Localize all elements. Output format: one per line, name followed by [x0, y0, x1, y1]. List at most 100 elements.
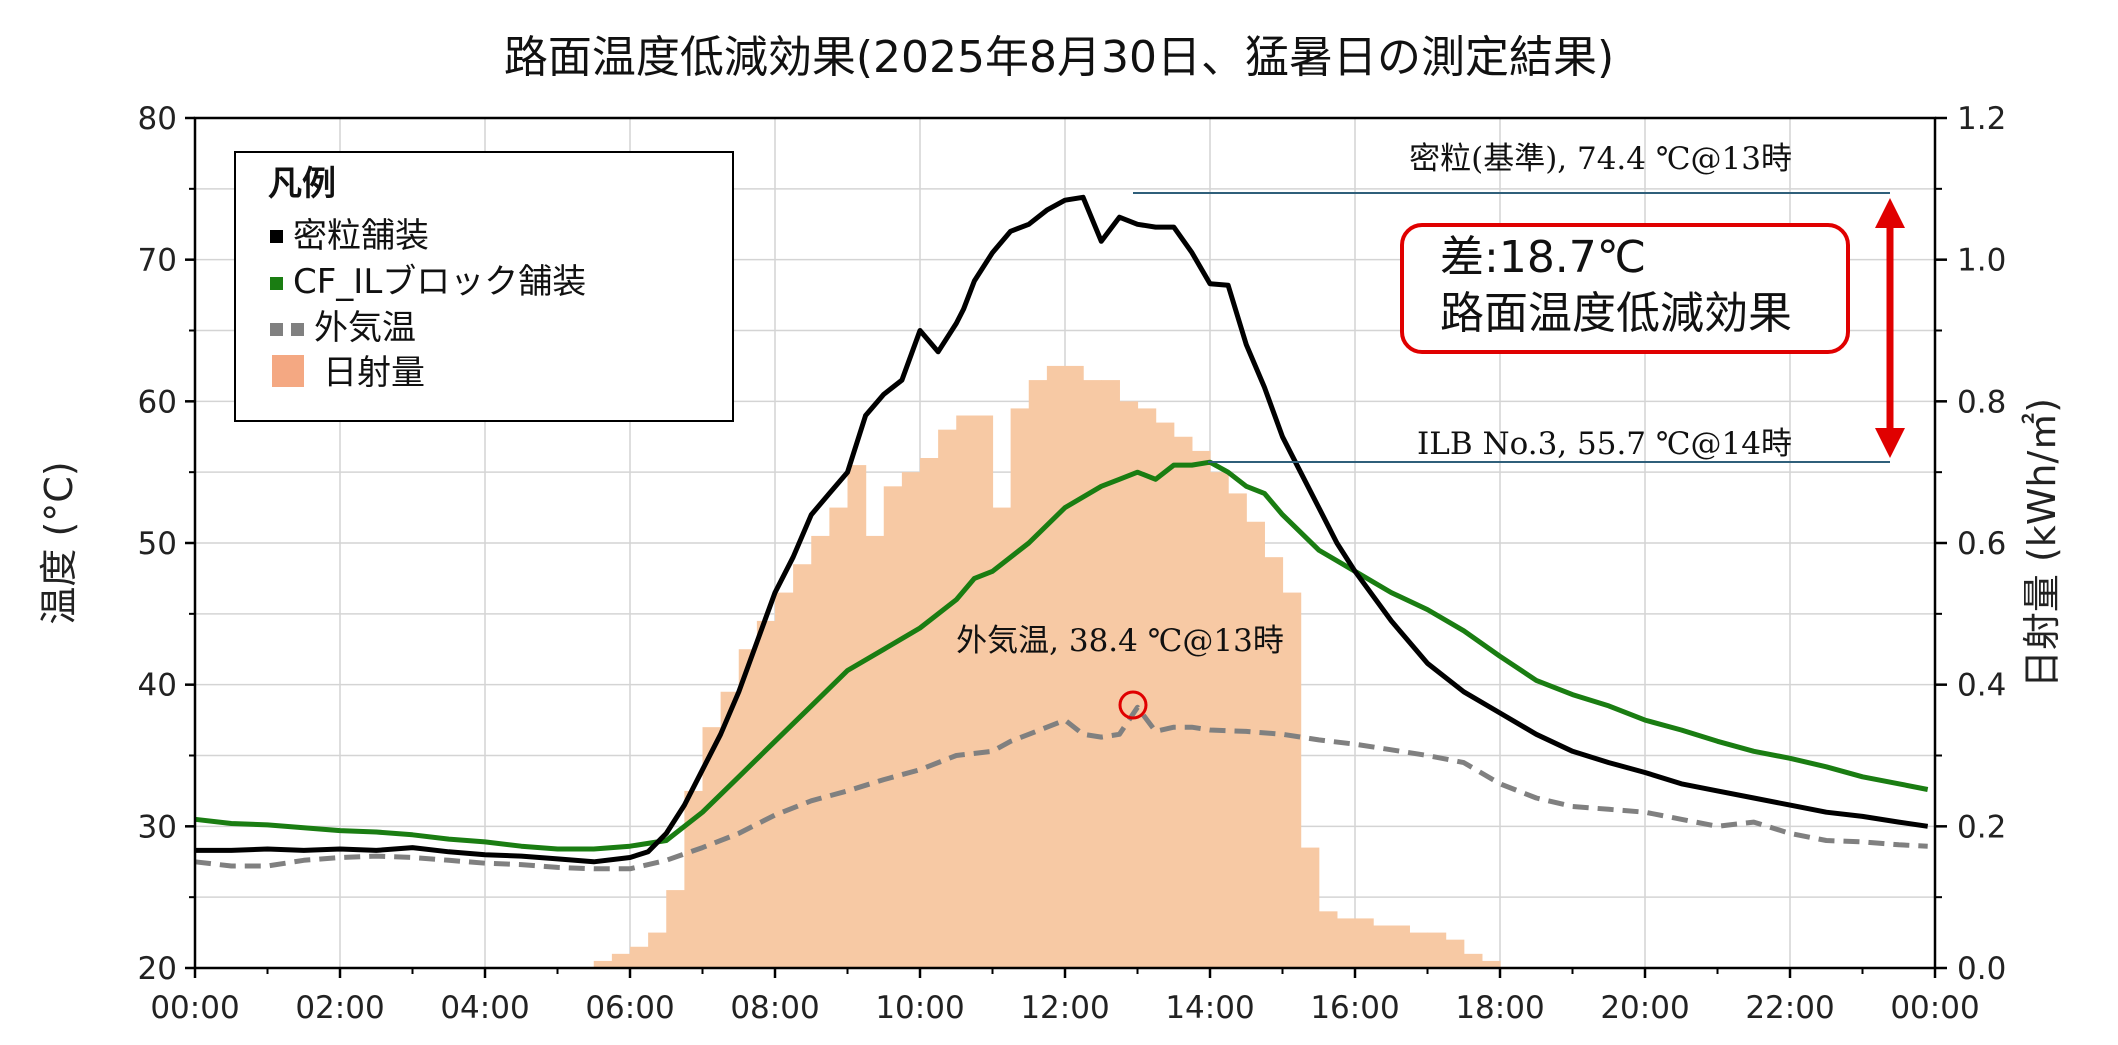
solar-bar [1065, 365, 1084, 969]
solar-bar [1028, 380, 1048, 968]
y-axis-label: 温度 (°C) [37, 461, 81, 624]
y2-tick-label: 1.2 [1957, 101, 2006, 137]
y-tick-label: 70 [138, 243, 177, 279]
solar-bar [1391, 925, 1410, 968]
solar-bar [1046, 365, 1066, 969]
y-tick-label: 40 [138, 668, 177, 704]
solar-bar [992, 507, 1012, 968]
solar-bar [901, 472, 921, 968]
solar-bar [793, 564, 812, 968]
solar-bar [611, 953, 631, 968]
right-axis-ticks: 0.0 0.2 0.4 0.6 0.8 1.0 1.2 [1935, 101, 2006, 987]
legend-swatch-air-2 [291, 323, 304, 336]
legend-item-solar: 日射量 [323, 353, 425, 393]
y2-tick-label: 0.6 [1957, 526, 2006, 562]
legend-swatch-solar [272, 355, 304, 387]
solar-bar [974, 415, 994, 968]
x-tick-label: 00:00 [1890, 990, 1979, 1026]
x-tick-label: 08:00 [730, 990, 819, 1026]
solar-bar [1083, 380, 1102, 968]
solar-bar [883, 486, 903, 968]
x-tick-label: 02:00 [295, 990, 384, 1026]
x-tick-label: 12:00 [1020, 990, 1109, 1026]
solar-bar [1373, 925, 1392, 968]
y2-tick-label: 0.8 [1957, 384, 2006, 420]
solar-bar [684, 790, 704, 968]
chart-title: 路面温度低減効果(2025年8月30日、猛暑日の測定結果) [504, 32, 1614, 83]
solar-bar [648, 932, 667, 968]
y-tick-label: 50 [138, 526, 177, 562]
series-lines [194, 194, 1929, 872]
solar-bar [1137, 408, 1157, 969]
legend-swatch-air-1 [270, 323, 283, 336]
solar-bar [1481, 960, 1501, 968]
legend-item-air: 外気温 [314, 308, 416, 348]
x-tick-label: 20:00 [1600, 990, 1689, 1026]
x-tick-label: 10:00 [875, 990, 964, 1026]
solar-bar [593, 960, 613, 968]
solar-bar [1191, 450, 1211, 969]
series-line-外気温 [194, 704, 1928, 872]
legend-item-cf: CF_ILブロック舗装 [293, 262, 586, 302]
solar-bar [1463, 953, 1483, 968]
air-peak-marker [1118, 690, 1148, 720]
left-axis-ticks: 20 30 40 50 60 70 80 [138, 101, 195, 987]
y2-axis-label: 日射量 (kWh/㎡) [2020, 398, 2064, 688]
solar-bar [847, 465, 867, 968]
solar-bar [1445, 939, 1465, 968]
solar-bar [1355, 918, 1374, 968]
x-tick-label: 14:00 [1165, 990, 1254, 1026]
x-tick-label: 22:00 [1745, 990, 1834, 1026]
solar-bar [756, 620, 776, 968]
solar-bar [775, 592, 794, 968]
ilb-peak-annotation: ILB No.3, 55.7 ℃@14時 [1417, 426, 1792, 462]
x-tick-label: 00:00 [150, 990, 239, 1026]
solar-bar [1300, 847, 1320, 968]
solar-bar [938, 429, 957, 969]
solar-bar [811, 535, 830, 968]
y2-tick-label: 0.4 [1957, 668, 2006, 704]
solar-bar [1282, 592, 1302, 968]
x-axis-ticks: 00:00 02:00 04:00 06:00 08:00 10:00 12:00 14:00… [150, 968, 1980, 1026]
solar-bar [1101, 380, 1120, 968]
y2-tick-label: 0.2 [1957, 809, 2006, 845]
solar-bar [1010, 408, 1030, 969]
y2-tick-label: 1.0 [1957, 243, 2006, 279]
solar-bar [1427, 932, 1447, 968]
solar-bar [1173, 436, 1193, 968]
difference-caption: 路面温度低減効果 [1440, 288, 1792, 339]
legend-title: 凡例 [268, 164, 336, 204]
legend-swatch-dense [270, 230, 283, 243]
solar-bar [1210, 472, 1229, 968]
solar-bar [829, 507, 849, 968]
x-tick-label: 06:00 [585, 990, 674, 1026]
solar-bar [1264, 557, 1284, 968]
difference-value: 差:18.7℃ [1440, 232, 1646, 283]
solar-bar [630, 946, 649, 968]
solar-bar [920, 458, 939, 968]
y2-tick-label: 0.0 [1957, 951, 2006, 987]
solar-bar [1155, 422, 1175, 968]
solar-radiation-bars [593, 365, 1501, 969]
difference-box: 差:18.7℃ 路面温度低減効果 [1400, 223, 1850, 354]
solar-bar [1246, 521, 1265, 968]
series-line-CF_ILブロック舗装 [194, 459, 1929, 852]
solar-bar [1119, 401, 1139, 968]
legend-item-dense: 密粒舗装 [293, 216, 429, 256]
solar-bar [956, 415, 975, 968]
x-tick-label: 04:00 [440, 990, 529, 1026]
y-tick-label: 30 [138, 809, 177, 845]
legend: 凡例 密粒舗装 CF_ILブロック舗装 外気温 日射量 [234, 151, 734, 422]
difference-arrow [1875, 198, 1905, 458]
solar-bar [738, 649, 758, 968]
solar-bar [1409, 932, 1429, 968]
solar-bar [666, 890, 685, 968]
dense-peak-annotation: 密粒(基準), 74.4 ℃@13時 [1409, 141, 1792, 177]
y-tick-label: 60 [138, 384, 177, 420]
solar-bar [702, 727, 722, 968]
solar-bar [865, 535, 885, 968]
solar-bar [1318, 911, 1338, 968]
solar-bar [1336, 918, 1356, 968]
x-tick-label: 18:00 [1455, 990, 1544, 1026]
